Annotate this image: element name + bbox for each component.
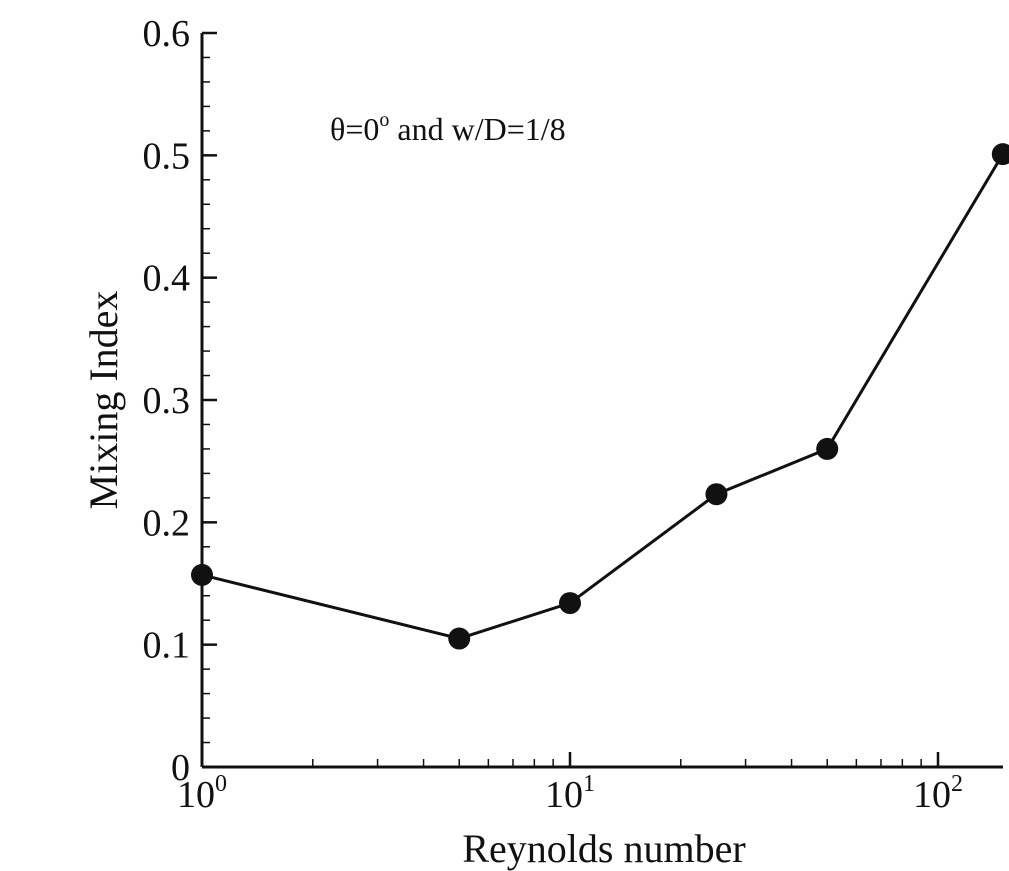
data-point xyxy=(816,437,839,460)
series-line xyxy=(201,153,1005,641)
y-axis-label: Mixing Index xyxy=(81,291,126,510)
data-point xyxy=(448,627,471,650)
annotation-degree: o xyxy=(379,109,389,131)
y-tick-label: 0.5 xyxy=(143,135,191,177)
x-tick-base: 10 xyxy=(545,774,583,816)
annotation: θ=0o and w/D=1/8 xyxy=(330,109,566,147)
y-tick-label: 0.2 xyxy=(143,502,191,544)
data-point xyxy=(191,563,213,586)
y-tick-label: 0 xyxy=(171,747,190,789)
x-tick-exponent: 1 xyxy=(583,771,595,797)
x-tick-label: 102 xyxy=(913,771,963,816)
x-tick-base: 10 xyxy=(913,774,951,816)
x-tick-exponent: 2 xyxy=(951,771,963,797)
axes xyxy=(200,33,1003,769)
y-tick-label: 0.4 xyxy=(143,258,191,300)
data-point xyxy=(705,483,728,506)
x-tick-label: 100 xyxy=(177,771,227,816)
y-tick-label: 0.1 xyxy=(143,625,191,667)
data-point xyxy=(991,143,1009,166)
annotation-prefix: θ=0 xyxy=(330,111,379,147)
data-point xyxy=(559,592,581,615)
annotation-suffix: and w/D=1/8 xyxy=(389,111,565,147)
y-tick-label: 0.3 xyxy=(143,380,191,422)
y-tick-label: 0.6 xyxy=(143,13,191,55)
series xyxy=(191,143,1009,650)
x-axis-label: Reynolds number xyxy=(462,826,745,871)
x-tick-label: 101 xyxy=(545,771,595,816)
x-tick-base: 10 xyxy=(177,774,215,816)
x-tick-exponent: 0 xyxy=(215,771,227,797)
